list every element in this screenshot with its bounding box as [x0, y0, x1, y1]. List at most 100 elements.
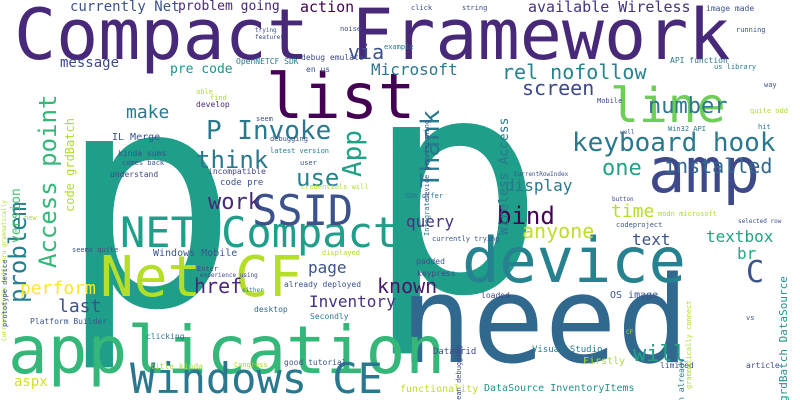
word-currentrowindex: CurrentRowIndex [514, 171, 569, 178]
word-inventory: Inventory [309, 292, 396, 311]
word-action: action [300, 0, 355, 16]
word-p: p [365, 13, 546, 362]
word-vs: vs [746, 314, 755, 322]
word-sdk-offer: SDK offer [405, 192, 443, 200]
word-padded: padded [416, 257, 445, 266]
word-il-merge: IL Merge [112, 132, 161, 143]
word-noise: noise [340, 25, 362, 33]
word-loaded: loaded [481, 291, 510, 300]
word-screen: screen [522, 76, 595, 100]
word-br: br [737, 244, 757, 263]
word-limited: limited [660, 361, 694, 370]
word-work: work [208, 190, 261, 215]
word-way: way [764, 81, 777, 89]
word-develop: develop [196, 100, 230, 109]
word-app: App [338, 130, 368, 177]
word-cf: CF [626, 329, 634, 336]
word-string: string [462, 4, 488, 12]
word-will: will [633, 342, 686, 367]
word-p-invoke: P Invoke [206, 116, 332, 146]
word-modn-microsoft: modn microsoft [658, 210, 718, 218]
word-microsoft: Microsoft [371, 60, 458, 79]
word-compact-framework: Compact Framework [14, 0, 731, 76]
word-application: application [8, 312, 446, 389]
word-pre-code: pre code [170, 62, 233, 77]
word-perform: perform [20, 278, 96, 299]
word-make: make [126, 102, 170, 123]
word-keyboard-hook: keyboard hook [572, 128, 776, 158]
word-enter: Enter [197, 265, 219, 273]
word-kinda-sums: kinda sums [118, 149, 167, 158]
word-last: last [58, 296, 102, 317]
word-congress: Congress [234, 361, 268, 369]
word-desktop: desktop [254, 305, 288, 314]
word-new: new [24, 214, 37, 222]
word-en-us: en us [306, 65, 331, 74]
word-display: display [505, 176, 573, 195]
word-use: use [296, 164, 340, 192]
word-wireless-access: Wireless Access [497, 117, 512, 235]
word-problem-going: problem going [178, 0, 280, 14]
word-p: p [58, 27, 239, 376]
word-integrate: Integrate [423, 198, 431, 236]
word-text: text [632, 230, 671, 249]
word-credentials-will: credentials will [301, 183, 369, 191]
word-user: user [300, 159, 317, 167]
word-latest-version: latest version [270, 147, 330, 155]
word-ssid: SSID [252, 186, 354, 235]
word-seems-quite: seems quite [72, 246, 119, 254]
word-amp: amp [648, 134, 760, 207]
word-comes-back: comes back [122, 159, 165, 167]
word-mean-debugging: mean debugging [455, 344, 463, 400]
word-version: version [9, 188, 24, 243]
word-windows-mobile: Windows Mobile [153, 248, 238, 259]
word-trying: trying [255, 27, 277, 34]
word-platform-builder: Platform Builder [30, 317, 108, 326]
word-bind: bind [497, 202, 555, 230]
word-win32-api: Win32 API [668, 125, 706, 133]
word-debugging: debugging [270, 135, 308, 143]
word-via: via [348, 40, 385, 64]
word-button: button [612, 196, 634, 203]
word-hit: hit [758, 123, 771, 131]
word-currently-net: currently Net [70, 0, 180, 15]
word-device-provisioning: device provisioning [423, 119, 431, 200]
word-debug-emulate: debug emulate [301, 53, 364, 62]
word-running: running [736, 26, 766, 34]
word-understand: understand [110, 170, 159, 179]
word-net-compact: NET Compact [120, 208, 399, 257]
word-c: C [746, 255, 765, 290]
word-article: article [746, 361, 780, 370]
word-datasource-inventoryitems: DataSource InventoryItems [484, 383, 635, 394]
word-windows-ce: Windows CE [130, 354, 383, 400]
word-codeproject: codeproject [616, 221, 663, 229]
word-os-image: OS image [610, 290, 659, 301]
word-access-point: Access point [34, 94, 62, 268]
word-clicking: clicking [146, 332, 185, 341]
word-net-cf: Net CF [100, 245, 303, 310]
word-textbox: textbox [706, 227, 774, 246]
word-datagrid: Datagrid [433, 347, 477, 357]
word-either: either [242, 287, 264, 294]
word-example: example [384, 43, 414, 51]
word-need: need [400, 252, 689, 391]
word-grdbatch-datasource: grdBatch DataSource [777, 276, 790, 400]
word-installed: installed [664, 154, 773, 178]
word-grammatically-connect: grammatically connect [685, 300, 693, 389]
word-incompatible: incompatible [208, 167, 266, 176]
word-experience-using: experience using [200, 272, 258, 279]
word-line: line [610, 78, 726, 134]
word-code-pre: code pre [220, 178, 264, 188]
word-query: query [406, 212, 455, 231]
word-code-grdbatch: code grdBatch [63, 118, 77, 212]
word-known: known [377, 274, 438, 298]
word-features: features [255, 34, 284, 41]
word-device: device [462, 224, 686, 297]
word-opennetcf-sdk: OpenNETCF SDK [236, 57, 299, 66]
word-well: well [620, 129, 635, 136]
word-keypress: keypress [417, 269, 456, 278]
word-api-function: API function [670, 56, 728, 65]
word-seem: seem [256, 115, 273, 123]
word-image-made: image made [706, 4, 755, 13]
